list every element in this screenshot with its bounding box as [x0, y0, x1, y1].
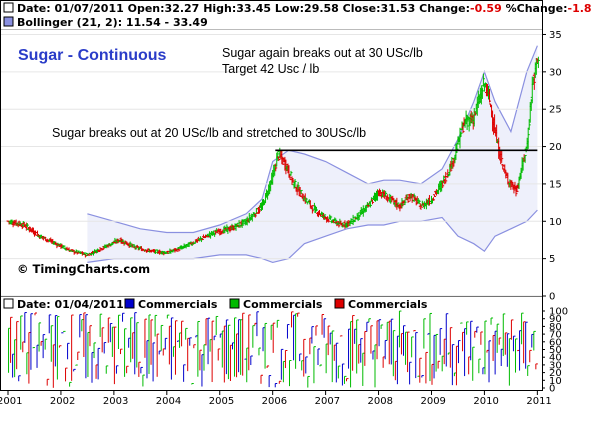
- price-y-tick-label: 5: [549, 254, 555, 265]
- annotation-breakout-30: Sugar again breaks out at 30 USc/lb: [222, 46, 423, 60]
- x-year-label: 2003: [103, 396, 128, 407]
- annotation-breakout-20: Sugar breaks out at 20 USc/lb and stretc…: [52, 126, 366, 140]
- lower-y-tick-label: 80: [549, 322, 562, 333]
- header-bar: [1, 1, 542, 29]
- x-year-label: 2007: [315, 396, 340, 407]
- bollinger-band-fill: [87, 45, 538, 263]
- bollinger-legend-icon: [3, 16, 14, 27]
- legend-swatch-red-icon: [334, 298, 345, 309]
- price-y-tick-label: 25: [549, 105, 562, 116]
- svg-text:Date: 01/07/2011 Open:32.27 Hi: Date: 01/07/2011 Open:32.27 High:33.45 L…: [17, 2, 592, 15]
- header-pct-change-value: -1.84: [568, 2, 592, 15]
- grid-group: [1, 33, 542, 297]
- x-year-label: 2005: [209, 396, 234, 407]
- lower-y-tick-label: 0: [549, 384, 555, 395]
- price-y-tick-label: 15: [549, 179, 562, 190]
- legend-label-blue: Commercials: [138, 298, 218, 311]
- legend-label-green: Commercials: [243, 298, 323, 311]
- copyright-label: © TimingCharts.com: [17, 262, 150, 276]
- x-year-label: 2011: [526, 396, 551, 407]
- price-bars-group: [6, 56, 540, 258]
- lower-y-tick-label: 20: [549, 368, 562, 379]
- legend-swatch-green-icon: [229, 298, 240, 309]
- price-y-tick-label: 35: [549, 30, 562, 41]
- annotation-target-42: Target 42 Usc / lb: [222, 62, 319, 76]
- header-checkbox-icon[interactable]: [3, 2, 14, 13]
- header-high: High:33.45: [203, 2, 271, 15]
- lower-header-checkbox-icon[interactable]: [3, 298, 14, 309]
- header-change-value: -0.59: [470, 2, 502, 15]
- header-low: Low:29.58: [275, 2, 339, 15]
- header-open: Open:32.27: [128, 2, 200, 15]
- x-year-label: 2006: [262, 396, 287, 407]
- lower-y-tick-label: 90: [549, 314, 562, 325]
- x-year-label: 2009: [420, 396, 445, 407]
- price-y-tick-label: 20: [549, 142, 562, 153]
- legend-label-red: Commercials: [348, 298, 428, 311]
- price-y-tick-label: 0: [549, 292, 555, 303]
- header-date: Date: 01/07/2011: [17, 2, 124, 15]
- chart-title: Sugar - Continuous: [18, 47, 167, 64]
- x-year-label: 2008: [368, 396, 393, 407]
- lower-y-tick-label: 60: [549, 337, 562, 348]
- header-pct-change-label: %Change:: [506, 2, 568, 15]
- x-year-label: 2002: [50, 396, 75, 407]
- lower-y-tick-label: 70: [549, 330, 562, 341]
- lower-y-tick-label: 100: [549, 307, 568, 318]
- header-change-label: Change:: [419, 2, 470, 15]
- lower-y-tick-label: 10: [549, 376, 562, 387]
- bollinger-legend-label: Bollinger (21, 2): 11.54 - 33.49: [17, 16, 208, 29]
- x-year-label: 2001: [0, 396, 22, 407]
- x-year-label: 2010: [473, 396, 498, 407]
- legend-swatch-blue-icon: [124, 298, 135, 309]
- price-y-tick-label: 30: [549, 67, 562, 78]
- lower-y-tick-label: 30: [549, 360, 562, 371]
- price-y-tick-label: 10: [549, 217, 562, 228]
- lower-y-tick-label: 50: [549, 345, 562, 356]
- commercials-bars-group: [8, 310, 538, 388]
- lower-header-date: Date: 01/04/2011: [17, 298, 124, 311]
- lower-y-tick-label: 40: [549, 353, 562, 364]
- header-close: Close:31.53: [343, 2, 416, 15]
- axes-group: 0510152025303501020304050607080901002001…: [0, 30, 568, 407]
- x-year-label: 2004: [156, 396, 181, 407]
